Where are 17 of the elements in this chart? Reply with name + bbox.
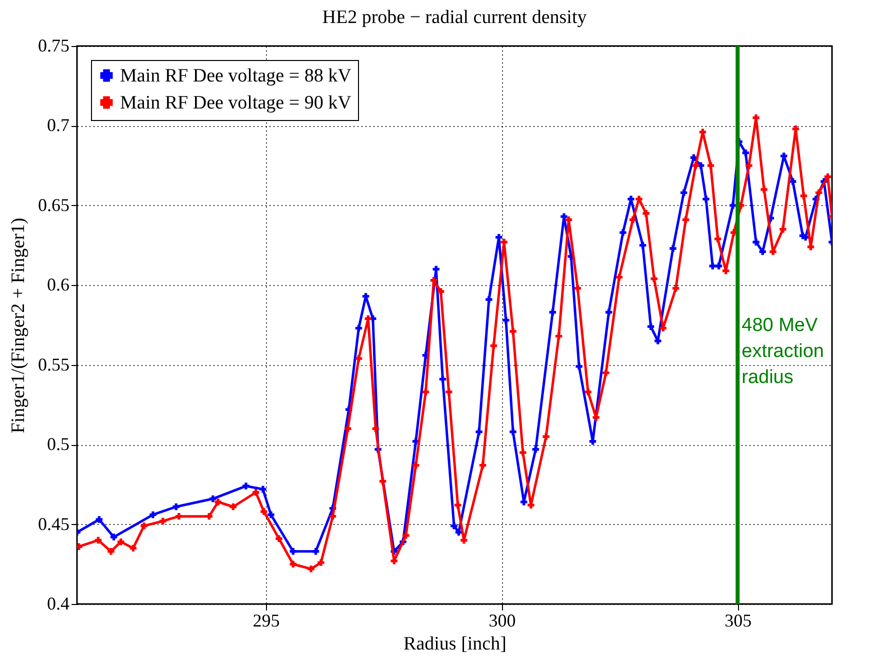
y-tick-label: 0.65 (38, 194, 70, 215)
y-tick-label: 0.4 (47, 594, 70, 614)
y-tick-label: 0.55 (38, 354, 70, 374)
y-tick-label: 0.75 (38, 36, 70, 56)
x-axis-title: Radius [inch] (404, 634, 506, 654)
y-tick-label: 0.5 (47, 434, 70, 454)
y-tick-label: 0.45 (38, 514, 70, 534)
chart-title: HE2 probe − radial current density (322, 7, 588, 28)
legend-label: Main RF Dee voltage = 90 kV (120, 92, 352, 114)
x-tick-label: 300 (488, 610, 516, 630)
y-tick-label: 0.7 (47, 115, 70, 136)
y-tick-label: 0.6 (47, 274, 70, 295)
x-tick-label: 305 (724, 610, 752, 630)
legend-label: Main RF Dee voltage = 88 kV (120, 66, 352, 86)
ref-line-label: 480 MeV extraction radius (742, 315, 824, 388)
x-tick-label: 295 (252, 610, 280, 630)
y-axis-title: Finger1/(Finger2 + Finger1) (8, 218, 29, 434)
